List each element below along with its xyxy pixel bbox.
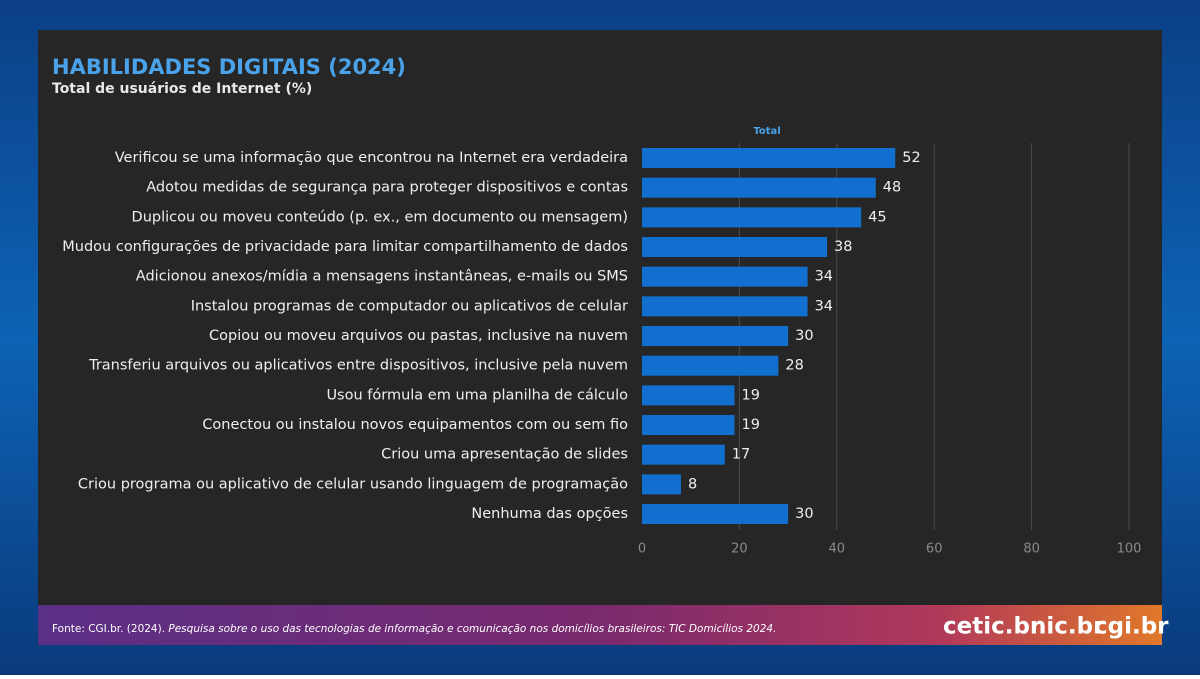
bar [642, 355, 779, 376]
value-label: 30 [795, 328, 813, 344]
y-tick-label: Conectou ou instalou novos equipamentos … [202, 417, 628, 433]
bar [642, 326, 789, 347]
value-label: 34 [815, 298, 833, 314]
y-tick-label: Duplicou ou moveu conteúdo (p. ex., em d… [132, 209, 628, 225]
logo: cgi.br [1094, 614, 1169, 640]
value-label: 45 [868, 209, 886, 225]
bar [642, 148, 896, 168]
bar [642, 415, 735, 436]
y-tick-label: Transferiu arquivos ou aplicativos entre… [88, 358, 628, 374]
x-tick-label: 0 [638, 542, 646, 557]
bar [642, 296, 808, 317]
value-label: 48 [883, 180, 901, 196]
x-tick-label: 20 [731, 542, 748, 557]
legend-label: Total [753, 126, 780, 137]
y-tick-label: Verificou se uma informação que encontro… [115, 150, 628, 166]
source-italic: Pesquisa sobre o uso das tecnologias de … [168, 623, 776, 635]
x-tick-label: 40 [829, 542, 846, 557]
x-tick-label: 100 [1117, 542, 1142, 557]
source-text: Fonte: CGI.br. (2024). [52, 623, 168, 635]
y-tick-label: Mudou configurações de privacidade para … [62, 239, 628, 255]
bar [642, 444, 725, 465]
y-tick-label: Criou uma apresentação de slides [381, 447, 628, 463]
value-label: 30 [795, 506, 813, 522]
y-tick-label: Criou programa ou aplicativo de celular … [78, 476, 628, 492]
value-label: 34 [815, 269, 833, 285]
value-label: 17 [732, 447, 750, 463]
source: Fonte: CGI.br. (2024). Pesquisa sobre o … [52, 623, 776, 635]
bar [642, 207, 862, 228]
logo: nic.br [1030, 614, 1105, 640]
bar [642, 177, 876, 198]
bar [642, 474, 681, 495]
bar [642, 266, 808, 287]
subtitle: Total de usuários de Internet (%) [52, 81, 312, 97]
value-label: 8 [688, 476, 697, 492]
footer-band [38, 605, 1162, 645]
value-label: 19 [742, 387, 760, 403]
y-tick-label: Copiou ou moveu arquivos ou pastas, incl… [209, 328, 628, 344]
y-tick-label: Usou fórmula em uma planilha de cálculo [326, 387, 628, 403]
bar [642, 504, 789, 525]
value-label: 19 [742, 417, 760, 433]
y-tick-label: Instalou programas de computador ou apli… [191, 298, 628, 314]
title: HABILIDADES DIGITAIS (2024) [52, 55, 406, 79]
y-tick-label: Nenhuma das opções [471, 506, 628, 522]
bar [642, 237, 828, 258]
x-tick-label: 80 [1023, 542, 1040, 557]
y-tick-label: Adicionou anexos/mídia a mensagens insta… [136, 269, 628, 285]
value-label: 28 [785, 358, 803, 374]
x-tick-label: 60 [926, 542, 943, 557]
value-label: 38 [834, 239, 852, 255]
y-tick-label: Adotou medidas de segurança para protege… [146, 180, 628, 196]
bar [642, 385, 735, 406]
value-label: 52 [902, 150, 920, 166]
panel [38, 30, 1162, 645]
logo: cetic.br [943, 614, 1042, 640]
